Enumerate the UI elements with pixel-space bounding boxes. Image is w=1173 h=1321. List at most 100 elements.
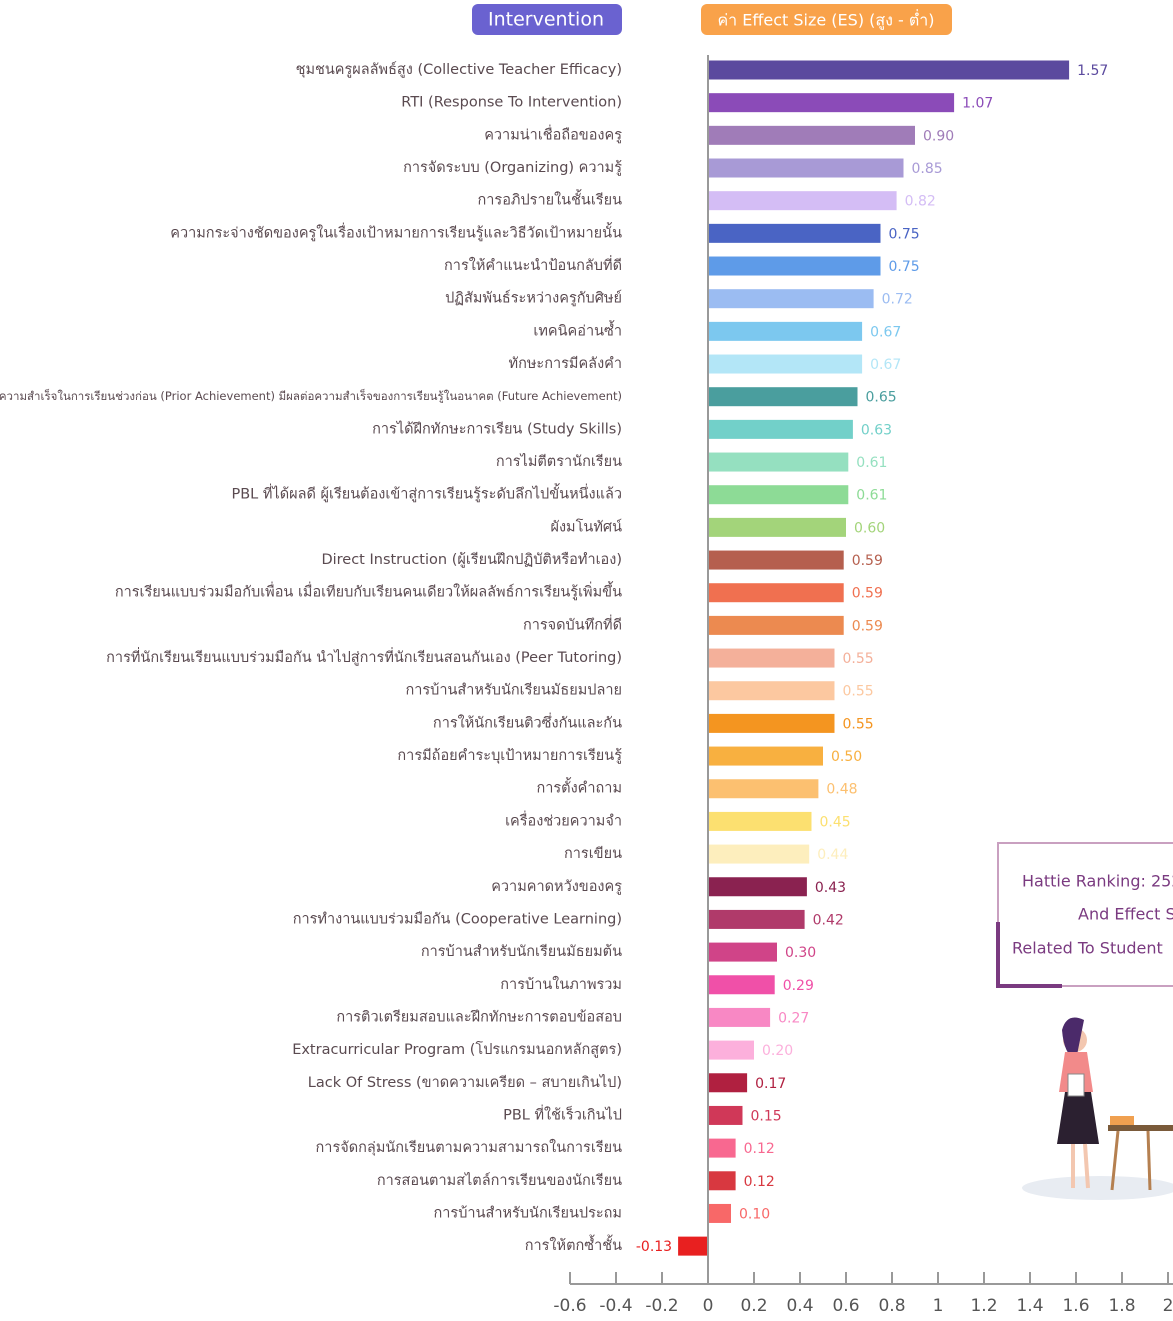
y-tick-label: การจัดกลุ่มนักเรียนตามความสามารถในการเรี… [316,1138,623,1156]
value-label: 0.82 [905,194,936,210]
x-tick-label: 1.4 [1016,1296,1043,1316]
x-tick-label: 1.2 [970,1296,997,1316]
y-tick-label: RTI (Response To Intervention) [401,95,622,111]
chart: Intervention ค่า Effect Size (ES) (สูง -… [0,0,1173,1317]
y-tick-label: ทักษะการมีคลังคำ [509,355,622,372]
bar [708,583,844,602]
bar [708,943,777,962]
bar [708,257,881,276]
bar [708,1073,747,1092]
y-tick-label: การจดบันทึกที่ดี [523,614,622,633]
bar [708,1106,743,1125]
value-label: 0.59 [852,553,883,569]
value-label: 0.42 [813,912,844,928]
note-line: And Effect S [1078,905,1173,924]
y-tick-label: การมีถ้อยคำระบุเป้าหมายการเรียนรู้ [397,747,622,764]
y-tick-label: ความกระจ่างชัดของครูในเรื่องเป้าหมายการเ… [170,221,622,241]
value-label: 0.12 [744,1174,775,1190]
bar [708,387,858,406]
page: {"chart_data": { "type": "bar", "orienta… [0,0,1173,1317]
note-box: Hattie Ranking: 252 And Effect S Related… [998,843,1173,986]
bar [708,779,818,798]
value-label: 0.67 [870,324,901,340]
y-tick-label: ปฏิสัมพันธ์ระหว่างครูกับศิษย์ [445,290,622,307]
value-label: 0.61 [856,488,887,504]
x-tick-label: 0.6 [832,1296,859,1316]
y-tick-label: การให้คำแนะนำป้อนกลับที่ดี [444,255,622,274]
value-label: 0.17 [755,1076,786,1092]
y-tick-label: การบ้านสำหรับนักเรียนมัธยมปลาย [405,682,622,699]
x-tick-label: 1.8 [1108,1296,1135,1316]
bar [708,453,848,472]
bar [708,975,775,994]
value-label: 0.65 [866,390,897,406]
bar [708,1008,770,1027]
bar [708,355,862,374]
x-tick-label: 0.2 [740,1296,767,1316]
bar [708,681,835,700]
y-tick-label: การได้ฝึกทักษะการเรียน (Study Skills) [372,419,622,437]
value-label: 0.43 [815,880,846,896]
value-label: 0.85 [912,161,943,177]
bar [708,1171,736,1190]
y-tick-label: PBL ที่ใช้เร็วเกินไป [503,1104,622,1123]
value-label: 0.27 [778,1010,809,1026]
y-tick-label: การบ้านสำหรับนักเรียนประถม [434,1204,622,1221]
value-label: 0.59 [852,618,883,634]
bar [708,910,805,929]
bar [708,1139,736,1158]
x-tick-label: -0.4 [599,1296,632,1316]
y-tick-label: Lack Of Stress (ขาดความเครียด – สบายเกิน… [308,1073,622,1091]
y-tick-label: ความสำเร็จในการเรียนช่วงก่อน (Prior Achi… [0,388,622,403]
bar [708,518,846,537]
y-tick-label: Direct Instruction (ผู้เรียนฝึกปฏิบัติหร… [321,551,622,568]
value-label: 0.30 [785,945,816,961]
y-tick-label: การทำงานแบบร่วมมือกัน (Cooperative Learn… [293,910,622,927]
value-label: 0.63 [861,422,892,438]
bar [708,747,823,766]
value-label: 0.67 [870,357,901,373]
value-label: 0.55 [843,684,874,700]
bar [708,191,897,210]
value-label: 0.75 [889,226,920,242]
y-tick-label: การให้นักเรียนติวซึ่งกันและกัน [433,712,622,731]
y-tick-label: การไม่ตีตรานักเรียน [496,452,622,470]
y-tick-label: การเรียนแบบร่วมมือกับเพื่อน เมื่อเทียบกั… [115,581,622,601]
y-tick-label: การอภิปรายในชั้นเรียน [477,189,622,209]
y-tick-label: Extracurricular Program (โปรแกรมนอกหลักส… [292,1040,622,1058]
value-label: 0.20 [762,1043,793,1059]
bar [708,289,874,308]
value-label: -0.13 [636,1239,672,1255]
value-label: 0.59 [852,586,883,602]
bar [708,877,807,896]
value-label: 0.72 [882,292,913,308]
value-label: 0.10 [739,1206,770,1222]
value-label: 0.44 [817,847,848,863]
x-tick-label: 0.4 [786,1296,813,1316]
bar [708,1204,731,1223]
bar [708,420,853,439]
y-tick-label: การตั้งคำถาม [536,777,622,797]
value-label: 0.75 [889,259,920,275]
x-tick-label: -0.2 [645,1296,678,1316]
y-tick-label: การให้ตกซ้ำชั้น [525,1234,622,1254]
x-tick-label: -0.6 [553,1296,586,1316]
value-label: 0.61 [856,455,887,471]
bar [708,649,835,668]
bar [708,159,904,178]
x-tick-label: 1.6 [1062,1296,1089,1316]
y-tick-label: เทคนิคอ่านซ้ำ [533,319,622,339]
y-tick-label: การติวเตรียมสอบและฝึกทักษะการตอบข้อสอบ [336,1008,622,1025]
category-header: Intervention [488,9,604,31]
value-label: 0.90 [923,128,954,144]
y-tick-label: การจัดระบบ (Organizing) ความรู้ [403,159,622,176]
value-header: ค่า Effect Size (ES) (สูง - ต่ำ) [717,9,934,31]
y-tick-label: การเขียน [564,845,622,862]
x-tick-label: 1 [933,1296,944,1316]
bar [708,845,809,864]
bar [708,812,812,831]
value-label: 1.57 [1077,63,1108,79]
bar [708,126,915,145]
value-label: 0.29 [783,978,814,994]
bar [708,1041,754,1060]
